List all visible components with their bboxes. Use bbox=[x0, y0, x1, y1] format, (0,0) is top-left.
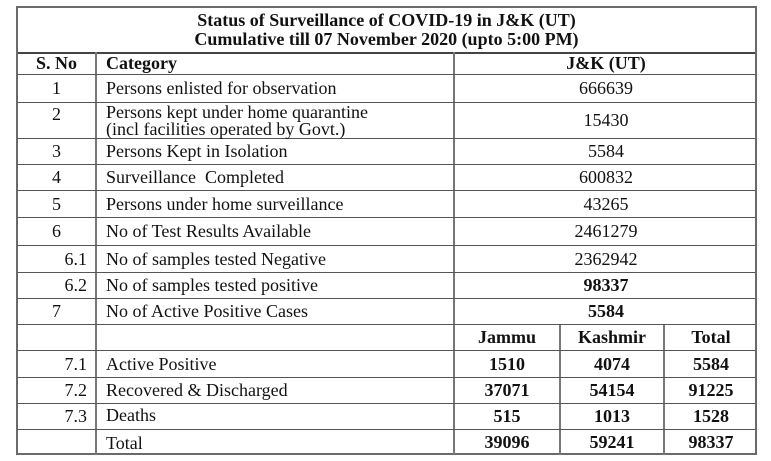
row-total: 98337 bbox=[688, 432, 734, 452]
row-sno: 7.3 bbox=[18, 404, 97, 429]
table-row: 7 No of Active Positive Cases 5584 bbox=[18, 299, 755, 325]
row-jammu: 1510 bbox=[455, 351, 561, 377]
row-category: No of Active Positive Cases bbox=[97, 299, 455, 324]
row-value: 98337 bbox=[583, 275, 629, 295]
row-jammu: 39096 bbox=[455, 430, 561, 455]
row-jammu: 37071 bbox=[455, 378, 561, 403]
header-total: Total bbox=[691, 327, 731, 347]
row-sno: 7 bbox=[18, 299, 97, 324]
title-line-2: Cumulative till 07 November 2020 (upto 5… bbox=[194, 29, 579, 49]
table-row: 6.2 No of samples tested positive 98337 bbox=[18, 273, 755, 299]
row-value: 2362942 bbox=[574, 248, 638, 269]
header-sno: S. No bbox=[18, 52, 97, 74]
row-kashmir: 59241 bbox=[561, 430, 665, 455]
table-row: 7.2 Recovered & Discharged 37071 54154 9… bbox=[18, 378, 755, 404]
row-sno: 5 bbox=[18, 191, 97, 217]
row-category-line-2: (incl facilities operated by Govt.) bbox=[106, 118, 346, 139]
row-total: 91225 bbox=[688, 380, 734, 400]
row-total: 5584 bbox=[693, 353, 729, 374]
table-row: 2 Persons kept under home quarantine (in… bbox=[18, 103, 755, 139]
row-value: 666639 bbox=[579, 78, 633, 98]
row-sno: 4 bbox=[18, 165, 97, 190]
row-category: Persons under home surveillance bbox=[97, 191, 455, 217]
covid-surveillance-table: Status of Surveillance of COVID-19 in J&… bbox=[16, 6, 757, 455]
row-category: Persons kept under home quarantine (incl… bbox=[97, 103, 455, 138]
row-category: Deaths bbox=[97, 404, 455, 429]
row-sno: 7.1 bbox=[18, 351, 97, 377]
table-row: 6 No of Test Results Available 2461279 bbox=[18, 218, 755, 246]
table-row: 6.1 No of samples tested Negative 236294… bbox=[18, 246, 755, 273]
row-sno: 3 bbox=[18, 139, 97, 164]
table-row: 5 Persons under home surveillance 43265 bbox=[18, 191, 755, 218]
row-sno: 6 bbox=[18, 218, 97, 245]
row-sno: 7.2 bbox=[18, 378, 97, 403]
row-sno: 6.2 bbox=[18, 273, 97, 298]
row-sno bbox=[18, 430, 97, 455]
row-category: Surveillance Completed bbox=[97, 165, 455, 190]
row-value: 5584 bbox=[588, 301, 624, 321]
row-value: 600832 bbox=[579, 167, 633, 187]
table-row: 3 Persons Kept in Isolation 5584 bbox=[18, 139, 755, 165]
row-category: Active Positive bbox=[97, 351, 455, 377]
row-category: Total bbox=[97, 430, 455, 455]
table-row: 7.3 Deaths 515 1013 1528 bbox=[18, 404, 755, 430]
table-row: 7.1 Active Positive 1510 4074 5584 bbox=[18, 351, 755, 378]
row-value: 15430 bbox=[583, 110, 629, 130]
row-kashmir: 4074 bbox=[561, 351, 665, 377]
header-row: S. No Category J&K (UT) bbox=[18, 52, 755, 75]
row-sno: 2 bbox=[18, 103, 97, 138]
row-jammu: 515 bbox=[455, 404, 561, 429]
table-row: 1 Persons enlisted for observation 66663… bbox=[18, 75, 755, 103]
row-sno-empty bbox=[18, 325, 97, 350]
row-value: 43265 bbox=[583, 193, 629, 214]
row-category: No of samples tested positive bbox=[97, 273, 455, 298]
row-kashmir: 1013 bbox=[561, 404, 665, 429]
row-value: 2461279 bbox=[574, 221, 638, 241]
row-sno: 1 bbox=[18, 75, 97, 102]
row-sno: 6.1 bbox=[18, 246, 97, 272]
row-category: No of samples tested Negative bbox=[97, 246, 455, 272]
title-line-1: Status of Surveillance of COVID-19 in J&… bbox=[197, 10, 576, 30]
header-jk-ut: J&K (UT) bbox=[566, 52, 646, 73]
total-row: Total 39096 59241 98337 bbox=[18, 430, 755, 455]
row-value: 5584 bbox=[588, 141, 624, 161]
header-jammu: Jammu bbox=[455, 325, 561, 350]
row-total: 1528 bbox=[693, 406, 729, 426]
row-category: Persons enlisted for observation bbox=[97, 75, 455, 102]
table-title: Status of Surveillance of COVID-19 in J&… bbox=[18, 8, 755, 54]
row-category: Persons Kept in Isolation bbox=[97, 139, 455, 164]
row-category-empty bbox=[97, 325, 455, 350]
row-category-line-1: Persons kept under home quarantine bbox=[106, 101, 368, 122]
header-category: Category bbox=[97, 52, 455, 74]
row-kashmir: 54154 bbox=[561, 378, 665, 403]
row-category: No of Test Results Available bbox=[97, 218, 455, 245]
header-kashmir: Kashmir bbox=[561, 325, 665, 350]
table-row: 4 Surveillance Completed 600832 bbox=[18, 165, 755, 191]
row-category: Recovered & Discharged bbox=[97, 378, 455, 403]
split-header-row: Jammu Kashmir Total bbox=[18, 325, 755, 351]
